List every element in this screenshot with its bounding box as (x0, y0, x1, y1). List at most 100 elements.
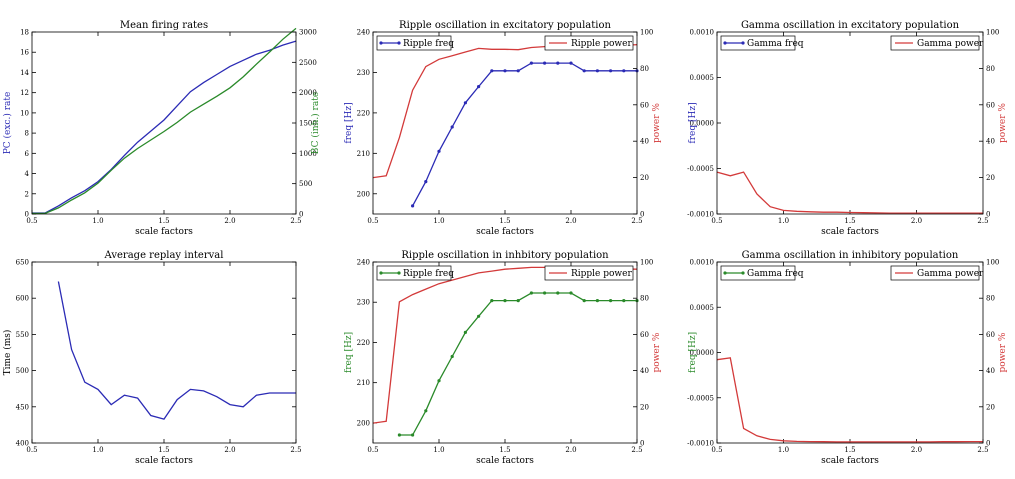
x-tick-label: 1.0 (778, 446, 789, 454)
x-tick-label: 2.0 (565, 217, 576, 225)
chart-title: Mean firing rates (120, 20, 208, 31)
y-tick-label: 0.0005 (690, 74, 715, 82)
chart-title: Ripple oscillation in inhbitory populati… (401, 250, 609, 261)
x-tick-label: 0.5 (711, 217, 722, 225)
legend-box (544, 35, 634, 51)
chart-title: Ripple oscillation in excitatory populat… (399, 20, 611, 31)
legend-box (376, 265, 452, 281)
legend-box (376, 35, 452, 51)
y-tick-label: 0.0005 (690, 304, 715, 312)
y-tick-label: 400 (16, 440, 29, 448)
y-tick-label: 0.0000 (690, 120, 715, 128)
y2-axis-label: power % (998, 103, 1008, 143)
y2-tick-label: 100 (986, 259, 999, 267)
y-tick-label: 240 (357, 29, 370, 37)
y2-tick-label: 80 (640, 65, 649, 73)
y-tick-label: 0.0010 (690, 29, 715, 37)
y-tick-label: 8 (25, 130, 29, 138)
y-axis-label: Time (ms) (2, 330, 13, 376)
series-line-0 (57, 281, 296, 420)
legend-box (544, 265, 634, 281)
y2-tick-label: 40 (640, 138, 649, 146)
x-tick-label: 2.5 (290, 217, 301, 225)
y-axis-label: PC (exc.) rate (2, 92, 13, 155)
data-point (424, 180, 428, 184)
legend-marker (379, 41, 383, 45)
legend-right: Ripple power (544, 35, 634, 51)
x-axis-label: scale factors (821, 227, 879, 237)
x-tick-label: 1.5 (499, 217, 510, 225)
legend-marker (379, 271, 383, 275)
axes-frame (372, 261, 638, 444)
legend-right: Ripple power (544, 265, 634, 281)
data-point (622, 299, 626, 303)
x-tick-label: 1.5 (844, 217, 855, 225)
x-tick-label: 2.5 (290, 446, 301, 454)
y-tick-label: 220 (357, 339, 370, 347)
series-line-0 (399, 292, 637, 436)
chart-panel-2: Gamma oscillation in excitatory populati… (687, 20, 1008, 237)
y-axis-label: freq [Hz] (344, 332, 354, 373)
data-point (463, 101, 467, 105)
data-point (582, 299, 586, 303)
y-tick-label: 200 (357, 190, 370, 198)
data-point (516, 299, 520, 303)
data-point (543, 291, 547, 295)
y2-tick-label: 20 (986, 403, 995, 411)
data-point (437, 149, 441, 153)
data-point (556, 291, 560, 295)
data-point (622, 69, 626, 73)
legend-left: Gamma freq (720, 265, 804, 281)
legend-marker (723, 41, 727, 45)
y-tick-label: 6 (25, 150, 30, 158)
y-tick-label: 210 (357, 150, 370, 158)
y-tick-label: 2 (25, 190, 29, 198)
y-tick-label: 16 (20, 49, 29, 57)
y2-tick-label: 20 (640, 174, 649, 182)
y2-tick-label: 0 (640, 211, 644, 219)
legend-label: Gamma power (917, 39, 984, 49)
x-tick-label: 1.5 (158, 217, 169, 225)
data-point (411, 204, 415, 208)
series-line-1 (372, 266, 638, 424)
axes-frame (372, 31, 638, 215)
y2-tick-label: 20 (986, 174, 995, 182)
axes-frame (31, 31, 297, 215)
data-point (582, 69, 586, 73)
y2-axis-label: power % (652, 103, 662, 143)
chart-panel-5: Gamma oscillation in inhibitory populati… (687, 250, 1008, 466)
y-axis-label: freq [Hz] (688, 102, 698, 143)
legend-left: Ripple freq (376, 265, 454, 281)
y2-tick-label: 3000 (299, 29, 317, 37)
legend-marker (741, 271, 745, 275)
y-tick-label: 230 (357, 299, 370, 307)
legend-box (890, 265, 980, 281)
y2-tick-label: 40 (986, 367, 995, 375)
x-tick-label: 1.5 (158, 446, 169, 454)
x-tick-label: 1.5 (844, 446, 855, 454)
x-tick-label: 0.5 (367, 446, 378, 454)
data-point (529, 61, 534, 65)
y-tick-label: 12 (20, 89, 29, 97)
x-tick-label: 1.5 (499, 446, 510, 454)
data-point (529, 291, 534, 295)
chart-title: Gamma oscillation in inhibitory populati… (742, 250, 959, 261)
legend-marker (723, 271, 727, 275)
data-point (569, 291, 573, 295)
data-point (595, 69, 600, 73)
y2-tick-label: 80 (986, 295, 995, 303)
y2-tick-label: 100 (640, 259, 653, 267)
series-line-0 (32, 40, 297, 214)
y2-tick-label: 0 (986, 211, 990, 219)
data-point (503, 299, 507, 303)
y2-tick-label: 0 (640, 440, 644, 448)
data-point (450, 354, 454, 359)
y2-tick-label: 1500 (299, 120, 317, 128)
y-tick-label: -0.0005 (687, 165, 714, 173)
x-axis-label: scale factors (135, 227, 193, 237)
series-line-0 (412, 62, 637, 207)
data-point (490, 299, 494, 303)
x-tick-label: 1.0 (92, 217, 103, 225)
